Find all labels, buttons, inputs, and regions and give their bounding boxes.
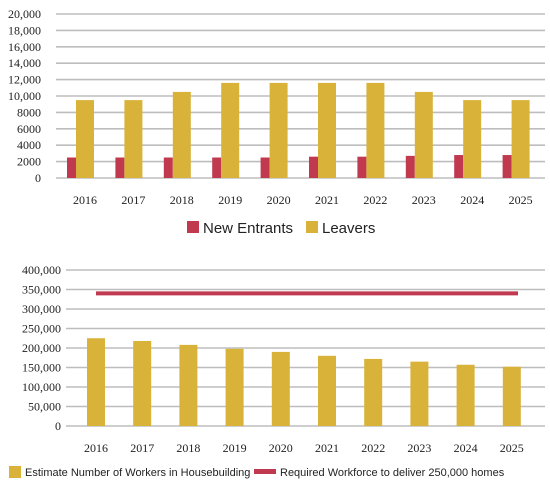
chart1-y-tick-label: 20,000 [8,7,41,21]
chart1-x-tick-label: 2020 [267,193,291,207]
chart1-bar-new-entrants [212,157,222,178]
chart2-y-tick-label: 0 [55,419,61,433]
chart1-y-tick-label: 16,000 [8,40,41,54]
chart1-y-tick-label: 2000 [17,155,41,169]
chart2-x-tick-label: 2020 [269,441,293,455]
chart1-y-tick-label: 18,000 [8,23,41,37]
chart2-x-tick-label: 2023 [407,441,431,455]
chart2-y-tick-label: 200,000 [22,341,61,355]
chart2-y-tick-label: 150,000 [22,361,61,375]
chart1-y-tick-label: 12,000 [8,73,41,87]
chart1-bar-new-entrants [163,157,173,178]
chart1-x-tick-label: 2016 [73,193,97,207]
chart1-bar-new-entrants [405,155,415,178]
chart1-y-tick-label: 6000 [17,122,41,136]
chart2-bar-workers [318,355,336,426]
chart1-bar-leavers [463,100,482,178]
chart1-bar-leavers [221,82,240,178]
chart2-bar-workers [225,348,244,426]
chart2-legend-swatch-workers [9,466,21,478]
chart2-legend-label-required: Required Workforce to deliver 250,000 ho… [280,467,505,479]
chart1-bar-new-entrants [67,157,76,178]
chart2-legend-label-workers: Estimate Number of Workers in Housebuild… [25,467,250,479]
chart2-x-tick-label: 2025 [500,441,524,455]
chart1-legend-label-new-entrants: New Entrants [203,220,293,237]
chart1-x-tick-label: 2021 [315,193,339,207]
chart2-bar-workers [410,361,429,426]
chart1-x-tick-label: 2024 [460,193,484,207]
chart1-bar-leavers [511,100,530,178]
chart1-y-tick-label: 4000 [17,138,41,152]
chart2-x-tick-label: 2022 [361,441,385,455]
chart1-x-tick-label: 2017 [121,193,145,207]
chart2-y-tick-label: 300,000 [22,302,61,316]
chart2-y-tick-label: 50,000 [28,400,61,414]
chart1-bar-leavers [269,82,288,178]
chart1-bar-leavers [366,82,385,178]
chart1-bar-leavers [414,91,433,178]
chart2-x-tick-label: 2021 [315,441,339,455]
chart2-x-tick-label: 2019 [223,441,247,455]
chart1-x-tick-label: 2025 [509,193,533,207]
chart1-y-tick-label: 10,000 [8,89,41,103]
chart1-x-tick-label: 2019 [218,193,242,207]
chart2-x-tick-label: 2016 [84,441,108,455]
chart2-bar-workers [502,366,521,426]
chart2-x-tick-label: 2018 [176,441,200,455]
chart1-y-tick-label: 8000 [17,105,41,119]
chart1-y-tick-label: 14,000 [8,56,41,70]
chart2-x-tick-label: 2024 [454,441,478,455]
chart1-bar-new-entrants [309,156,318,178]
chart2-bar-workers [456,364,475,426]
chart1-bar-leavers [172,91,191,178]
chart1-x-tick-label: 2022 [363,193,387,207]
chart2-y-tick-label: 350,000 [22,283,61,297]
chart2-y-tick-label: 100,000 [22,380,61,394]
chart1-bar-leavers [318,82,336,178]
chart1-x-tick-label: 2018 [170,193,194,207]
chart1-x-tick-label: 2023 [412,193,436,207]
chart2-legend-swatch-required [254,469,276,474]
chart1-legend-swatch-new-entrants [187,221,199,233]
chart1-bar-new-entrants [454,155,464,178]
chart2-y-tick-label: 400,000 [22,263,61,277]
chart2-y-tick-label: 250,000 [22,322,61,336]
chart2-bar-workers [87,338,105,426]
chart2-bar-workers [364,358,383,426]
chart1-bar-leavers [124,100,143,178]
chart2-bar-workers [179,344,198,426]
chart2-bar-workers [271,351,290,426]
chart2-x-tick-label: 2017 [130,441,154,455]
chart2-bar-workers [133,340,152,426]
chart1-bar-new-entrants [260,157,270,178]
chart1-bar-new-entrants [115,157,125,178]
chart1-bar-leavers [76,100,94,178]
chart1-bar-new-entrants [357,156,367,178]
chart1-legend-swatch-leavers [306,221,318,233]
chart1-legend-label-leavers: Leavers [322,220,375,237]
chart1-y-tick-label: 0 [35,171,41,185]
chart1-bar-new-entrants [502,155,512,178]
